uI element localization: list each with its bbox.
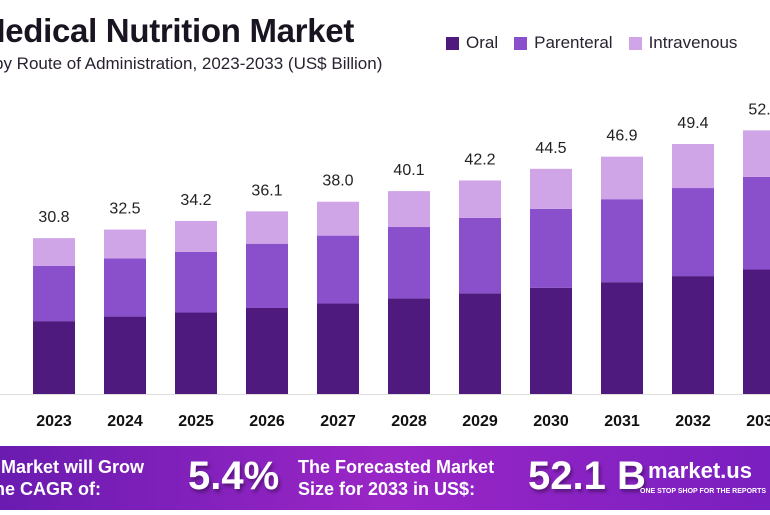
data-label-2031: 46.9 [606, 128, 637, 145]
data-label-2029: 42.2 [464, 151, 495, 168]
bar-segment-parenteral-2028 [388, 227, 430, 299]
data-label-2027: 38.0 [322, 173, 353, 190]
bar-segment-intravenous-2030 [530, 168, 572, 209]
legend-swatch [628, 36, 642, 50]
data-label-2025: 34.2 [180, 192, 211, 209]
x-tick-label-2024: 2024 [107, 413, 143, 430]
data-label-2032: 49.4 [677, 115, 708, 132]
bar-segment-intravenous-2027 [317, 201, 359, 236]
bar-segment-parenteral-2029 [459, 217, 501, 294]
x-tick-label-2025: 2025 [178, 413, 214, 430]
legend-label: Oral [466, 33, 499, 52]
cagr-value: 5.4% [188, 454, 280, 498]
x-tick-label-2029: 2029 [462, 413, 498, 430]
bar-segment-oral-2023 [33, 321, 75, 394]
bar-segment-oral-2025 [175, 312, 217, 394]
bar-segment-oral-2024 [104, 316, 146, 394]
forecast-label-line2: Size for 2033 in US$: [298, 479, 476, 499]
bar-segment-parenteral-2024 [104, 258, 146, 317]
x-tick-label-2033: 2033 [746, 413, 770, 430]
legend-label: Intravenous [648, 33, 738, 52]
bar-segment-parenteral-2031 [601, 199, 643, 283]
data-label-2033: 52.1 [748, 101, 770, 118]
bar-segment-intravenous-2029 [459, 180, 501, 218]
bar-segment-oral-2029 [459, 293, 501, 394]
bar-segment-oral-2031 [601, 282, 643, 394]
x-tick-label-2023: 2023 [36, 413, 72, 430]
bar-segment-intravenous-2031 [601, 156, 643, 200]
bar-segment-parenteral-2033 [743, 176, 770, 270]
bar-segment-oral-2030 [530, 287, 572, 394]
bar-chart: 30.8 2023 32.5 2024 34.2 2025 36.1 2026 38.0 2027… [0, 101, 770, 430]
bar-segment-oral-2028 [388, 298, 430, 394]
logo-tagline: ONE STOP SHOP FOR THE REPORTS [640, 488, 767, 495]
x-tick-label-2032: 2032 [675, 413, 711, 430]
bar-segment-intravenous-2032 [672, 144, 714, 189]
bar-segment-parenteral-2030 [530, 208, 572, 288]
legend-swatch [514, 36, 528, 50]
forecast-label-line1: The Forecasted Market [298, 457, 495, 477]
x-tick-label-2027: 2027 [320, 413, 356, 430]
data-label-2024: 32.5 [109, 201, 140, 218]
data-label-2028: 40.1 [393, 162, 424, 179]
bar-segment-intravenous-2023 [33, 238, 75, 266]
logo: market.us [648, 458, 752, 483]
bar-segment-intravenous-2024 [104, 229, 146, 259]
bar-segment-parenteral-2023 [33, 265, 75, 322]
bar-segment-intravenous-2028 [388, 191, 430, 228]
chart-title: Medical Nutrition Market [0, 12, 355, 49]
legend: Oral Parenteral Intravenous [446, 33, 737, 53]
bar-segment-parenteral-2032 [672, 188, 714, 277]
x-tick-label-2026: 2026 [249, 413, 285, 430]
bar-segment-oral-2033 [743, 269, 770, 394]
cagr-label-line2: At the CAGR of: [0, 479, 101, 499]
bar-segment-oral-2027 [317, 303, 359, 394]
x-tick-label-2031: 2031 [604, 413, 640, 430]
cagr-label-line1: The Market will Grow [0, 457, 145, 477]
chart-subtitle: by Route of Administration, 2023-2033 (U… [0, 54, 383, 73]
legend-item-parenteral: Parenteral [514, 33, 613, 53]
forecast-value: 52.1 B [528, 454, 646, 498]
bar-segment-intravenous-2026 [246, 211, 288, 244]
legend-swatch [446, 36, 459, 50]
bar-segment-oral-2032 [672, 276, 714, 394]
bar-segment-parenteral-2027 [317, 235, 359, 304]
bar-segment-intravenous-2025 [175, 220, 217, 252]
data-label-2030: 44.5 [535, 140, 566, 157]
legend-label: Parenteral [534, 33, 613, 52]
legend-item-oral: Oral [446, 33, 498, 53]
legend-item-intravenous: Intravenous [628, 33, 738, 53]
data-label-2023: 30.8 [38, 209, 69, 226]
summary-banner: The Market will Grow At the CAGR of: 5.4… [0, 446, 770, 510]
bar-segment-parenteral-2025 [175, 251, 217, 313]
x-tick-label-2030: 2030 [533, 413, 569, 430]
bar-segment-oral-2026 [246, 307, 288, 394]
data-label-2026: 36.1 [251, 182, 282, 199]
bar-segment-parenteral-2026 [246, 243, 288, 308]
bar-segment-intravenous-2033 [743, 130, 770, 177]
x-tick-label-2028: 2028 [391, 413, 427, 430]
